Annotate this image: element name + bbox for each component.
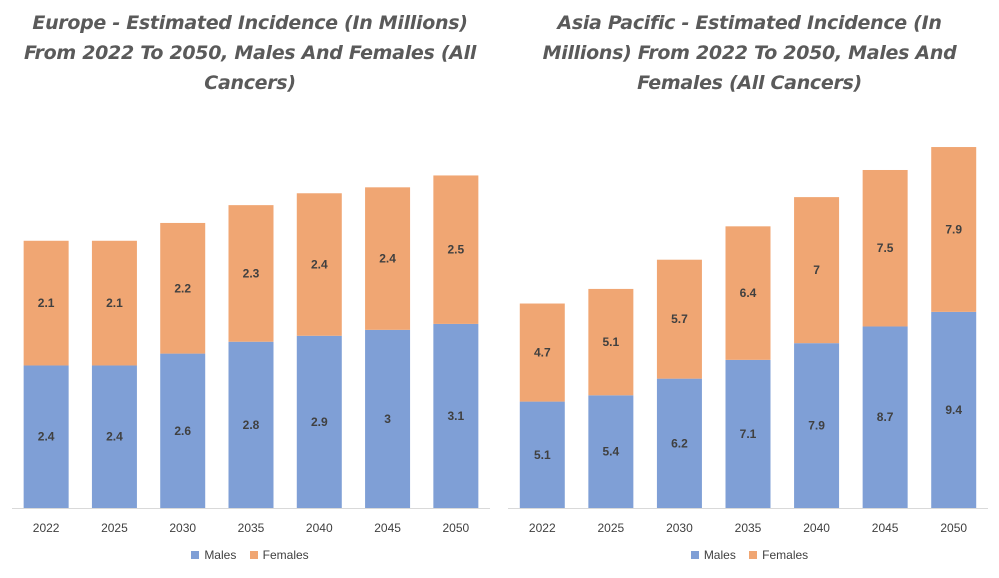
x-tick-label-2022: 2022 — [529, 521, 556, 535]
x-tick-label-2025: 2025 — [101, 521, 128, 535]
bar-females-2045 — [365, 187, 411, 330]
bar-males-2030 — [160, 353, 206, 508]
data-label-females-2050: 2.5 — [448, 243, 465, 257]
bar-males-2035 — [725, 359, 771, 508]
legend-item-females: Females — [749, 548, 808, 562]
legend-item-males: Males — [690, 548, 736, 562]
data-label-females-2040: 7 — [813, 263, 820, 277]
bar-females-2040 — [296, 193, 342, 336]
legend-item-females: Females — [249, 548, 309, 562]
data-label-females-2025: 5.1 — [603, 335, 620, 349]
data-label-males-2040: 2.9 — [311, 415, 328, 429]
data-label-males-2045: 3 — [384, 412, 391, 426]
x-tick-label-2050: 2050 — [940, 521, 967, 535]
bar-males-2035 — [228, 341, 274, 508]
data-label-females-2050: 7.9 — [945, 222, 962, 236]
bar-males-2045 — [365, 329, 411, 508]
legend-swatch-males — [191, 551, 200, 559]
x-tick-label-2025: 2025 — [598, 521, 625, 535]
legend-label-males: Males — [204, 548, 237, 562]
bar-females-2045 — [862, 169, 908, 327]
bar-males-2025 — [588, 395, 634, 508]
data-label-females-2030: 5.7 — [671, 312, 688, 326]
data-label-females-2022: 2.1 — [38, 296, 55, 310]
europe-chart: Europe - Estimated Incidence (In Million… — [0, 12, 500, 562]
data-label-males-2025: 2.4 — [106, 430, 123, 444]
x-tick-label-2022: 2022 — [33, 521, 60, 535]
x-tick-label-2030: 2030 — [169, 521, 196, 535]
asia-pacific-plot: 5.1 4.7 2022 5.4 5.1 2025 6.2 5.7 2030 7.1 6.4 2035… — [508, 147, 988, 535]
data-label-females-2045: 2.4 — [379, 252, 396, 266]
bar-males-2022 — [519, 401, 565, 508]
chart-title: Asia Pacific - Estimated Incidence (In M… — [542, 12, 957, 94]
legend: Males Females — [0, 548, 500, 562]
data-label-males-2022: 5.1 — [534, 448, 551, 462]
bar-females-2025 — [588, 288, 634, 396]
bar-males-2025 — [91, 365, 137, 508]
x-tick-label-2035: 2035 — [238, 521, 265, 535]
data-label-males-2050: 9.4 — [945, 403, 962, 417]
bar-females-2050 — [931, 147, 977, 312]
data-label-males-2035: 2.8 — [243, 418, 260, 432]
legend-label-males: Males — [703, 548, 736, 562]
data-label-males-2030: 6.2 — [671, 436, 688, 450]
bar-males-2040 — [296, 335, 342, 508]
legend-label-females: Females — [762, 548, 809, 562]
data-label-females-2040: 2.4 — [311, 258, 328, 272]
data-label-males-2022: 2.4 — [38, 430, 55, 444]
x-tick-label-2045: 2045 — [872, 521, 899, 535]
legend-swatch-females — [749, 551, 758, 559]
bar-females-2040 — [794, 197, 840, 344]
x-tick-label-2050: 2050 — [443, 521, 470, 535]
x-tick-label-2035: 2035 — [735, 521, 762, 535]
legend-item-males: Males — [191, 548, 236, 562]
data-label-females-2022: 4.7 — [534, 346, 551, 360]
bar-males-2040 — [794, 343, 840, 508]
data-label-males-2045: 8.7 — [877, 410, 894, 424]
bar-males-2050 — [931, 311, 977, 508]
x-tick-label-2030: 2030 — [666, 521, 693, 535]
bar-females-2025 — [91, 240, 137, 366]
bar-males-2050 — [433, 323, 479, 508]
bar-females-2050 — [433, 175, 479, 324]
legend-swatch-males — [690, 551, 699, 559]
bar-males-2030 — [656, 378, 702, 508]
data-label-females-2030: 2.2 — [174, 281, 191, 295]
data-label-males-2025: 5.4 — [603, 445, 620, 459]
bar-females-2022 — [519, 303, 565, 402]
bar-females-2035 — [725, 226, 771, 360]
bar-females-2030 — [656, 259, 702, 379]
data-label-males-2040: 7.9 — [808, 419, 825, 433]
data-label-females-2035: 2.3 — [243, 266, 260, 280]
bar-males-2045 — [862, 326, 908, 508]
bar-females-2035 — [228, 205, 274, 342]
x-tick-label-2040: 2040 — [306, 521, 333, 535]
data-label-males-2050: 3.1 — [448, 409, 465, 423]
data-label-males-2035: 7.1 — [740, 427, 757, 441]
data-label-males-2030: 2.6 — [174, 424, 191, 438]
x-tick-label-2040: 2040 — [803, 521, 830, 535]
europe-plot: 2.4 2.1 2022 2.4 2.1 2025 2.6 2.2 2030 2.8 2.3 2035… — [12, 175, 490, 535]
data-label-females-2025: 2.1 — [106, 296, 123, 310]
data-label-females-2035: 6.4 — [740, 286, 757, 300]
data-label-females-2045: 7.5 — [877, 241, 894, 255]
bar-males-2022 — [23, 365, 69, 508]
chart-title: Europe - Estimated Incidence (In Million… — [23, 12, 477, 94]
bar-females-2022 — [23, 240, 69, 366]
asia-pacific-chart: Asia Pacific - Estimated Incidence (In M… — [500, 0, 999, 578]
legend: Males Females — [500, 548, 999, 562]
x-tick-label-2045: 2045 — [374, 521, 401, 535]
legend-swatch-females — [249, 551, 258, 559]
legend-label-females: Females — [262, 548, 309, 562]
bar-females-2030 — [160, 222, 206, 354]
